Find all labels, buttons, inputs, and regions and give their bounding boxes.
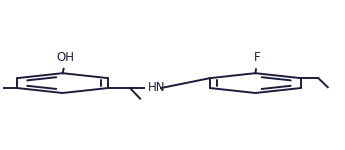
Text: OH: OH	[56, 51, 74, 64]
Text: HN: HN	[148, 81, 165, 94]
Text: F: F	[254, 51, 260, 64]
